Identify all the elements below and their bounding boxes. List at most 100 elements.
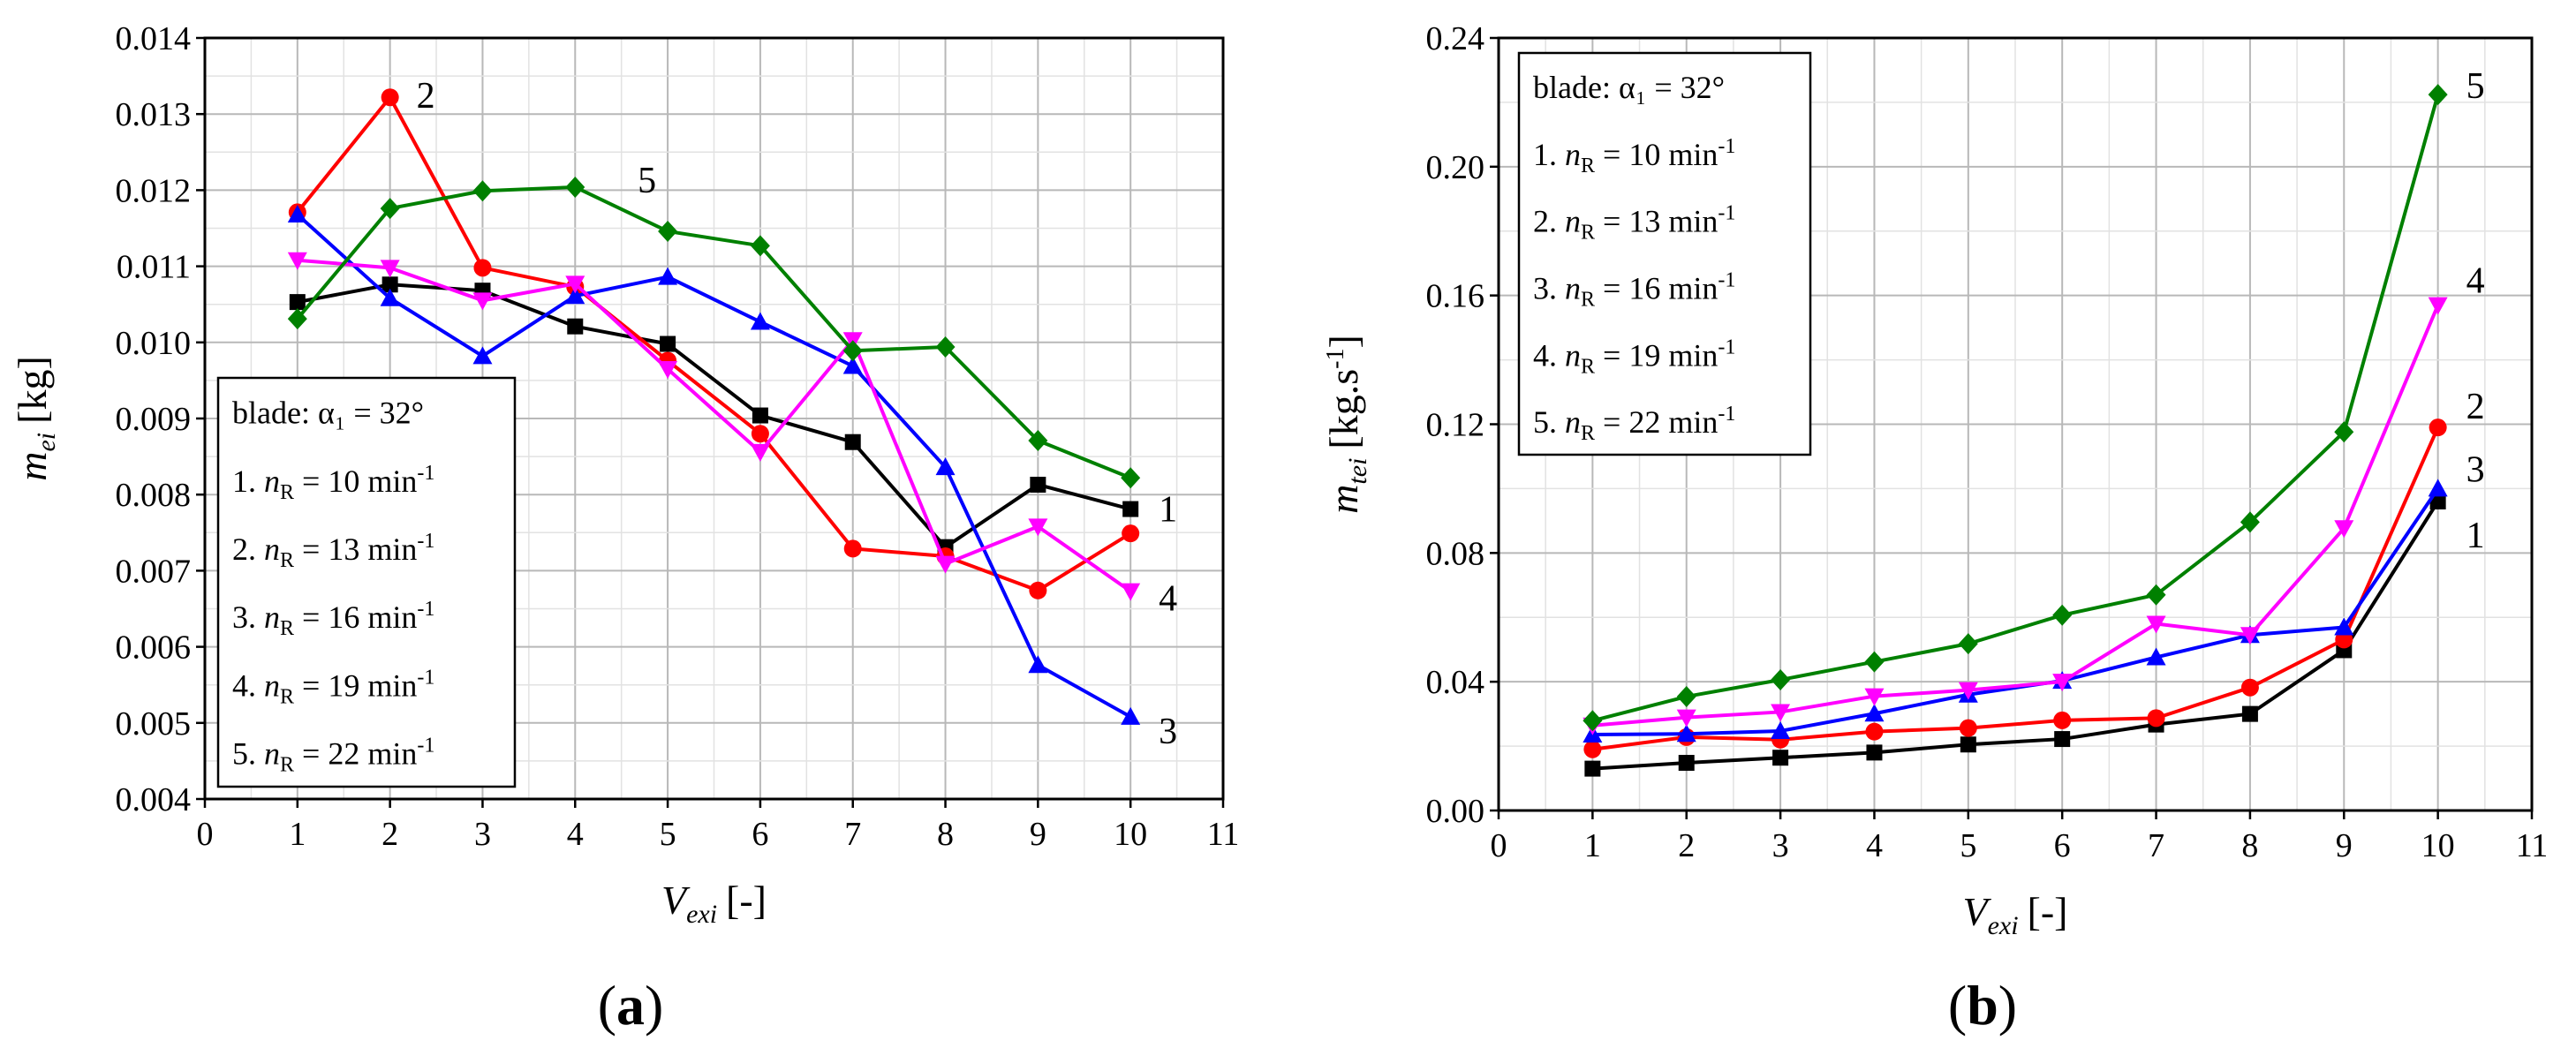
data-point-series-1 — [660, 335, 676, 352]
data-point-series-2 — [381, 88, 399, 107]
y-tick-label: 0.00 — [1426, 793, 1485, 830]
x-tick-label: 10 — [1114, 816, 1147, 853]
data-point-series-5 — [2146, 584, 2166, 606]
x-tick-label: 2 — [381, 816, 398, 853]
data-point-series-5 — [287, 308, 307, 330]
series-line-2 — [296, 95, 1132, 592]
series-end-label-1: 1 — [1159, 490, 1177, 531]
legend-entry-5: 5. nR = 22 min-1 — [1533, 403, 1735, 445]
data-point-series-5 — [935, 335, 956, 358]
data-point-series-3 — [380, 288, 400, 306]
series-end-label-3: 3 — [1159, 712, 1177, 752]
x-axis-label: Vexi [-] — [661, 878, 767, 929]
y-tick-label: 0.013 — [116, 96, 192, 133]
x-tick-label: 0 — [1491, 827, 1507, 864]
x-tick-label: 1 — [1584, 827, 1601, 864]
x-tick-label: 8 — [937, 816, 954, 853]
data-point-series-1 — [1030, 476, 1046, 493]
x-tick-label: 11 — [1207, 816, 1240, 853]
legend-entry-3: 3. nR = 16 min-1 — [232, 598, 434, 640]
y-tick-label: 0.004 — [116, 781, 192, 818]
series-line-5 — [296, 185, 1131, 480]
y-axis-label: mei[kg] — [10, 356, 61, 481]
data-point-series-2 — [2240, 678, 2259, 697]
data-point-series-5 — [1864, 651, 1885, 673]
data-point-series-3 — [750, 312, 770, 330]
panel-a-label: (a) — [598, 974, 664, 1037]
data-point-series-4 — [2240, 627, 2260, 645]
data-point-series-2 — [1959, 719, 1977, 737]
chart-panel-b: 0 1 2 3 4 5 6 7 8 9 10 11 0.00 0.04 0.08 0.12 0.16 0.20 0.… — [1321, 20, 2548, 940]
data-point-series-2 — [2053, 711, 2072, 729]
x-tick-label: 3 — [1772, 827, 1789, 864]
panel-b-label: (b) — [1948, 974, 2017, 1037]
legend-box — [216, 376, 517, 788]
data-point-series-5 — [842, 340, 863, 362]
data-point-series-4 — [1771, 704, 1791, 722]
legend-entry-1: 1. nR = 10 min-1 — [1533, 135, 1735, 177]
data-point-series-5 — [750, 235, 770, 257]
data-point-series-5 — [2428, 84, 2448, 106]
legend-entry-2: 2. nR = 13 min-1 — [232, 530, 434, 572]
data-point-series-2 — [1029, 581, 1047, 599]
data-point-series-2 — [2147, 709, 2165, 728]
data-point-series-3 — [2428, 479, 2448, 497]
data-point-series-2 — [473, 259, 492, 277]
data-point-series-3 — [287, 204, 307, 222]
legend-box — [1517, 51, 1812, 456]
data-point-series-4 — [565, 275, 585, 294]
x-tick-label: 4 — [567, 816, 584, 853]
y-tick-label: 0.007 — [116, 553, 192, 590]
data-point-series-1 — [1584, 760, 1601, 777]
data-point-series-5 — [1028, 429, 1048, 451]
y-tick-label: 0.009 — [116, 401, 192, 438]
data-point-series-4 — [380, 260, 400, 278]
series-end-label-2: 2 — [2466, 387, 2485, 427]
data-point-series-4 — [2428, 297, 2448, 315]
x-tick-label: 9 — [1030, 816, 1046, 853]
data-point-series-3 — [2334, 617, 2354, 636]
data-point-series-4 — [472, 292, 493, 311]
y-tick-label: 0.12 — [1426, 407, 1485, 444]
data-point-series-2 — [751, 425, 769, 443]
data-point-series-3 — [1028, 655, 1048, 674]
series-end-label-5: 5 — [2466, 66, 2485, 107]
series-line-5 — [1591, 94, 2440, 723]
data-point-series-3 — [2146, 647, 2166, 666]
x-tick-label: 3 — [474, 816, 491, 853]
y-axis-label: mtei[kg.s-1] — [1321, 335, 1372, 514]
legend-entry-3: 3. nR = 16 min-1 — [1533, 268, 1735, 311]
data-point-series-5 — [380, 198, 400, 220]
series-line-1 — [297, 283, 1131, 549]
data-point-series-3 — [842, 356, 863, 374]
data-point-series-2 — [2429, 418, 2447, 437]
x-tick-label: 8 — [2241, 827, 2258, 864]
data-point-series-3 — [472, 346, 493, 365]
data-point-series-4 — [2334, 520, 2354, 539]
data-point-series-1 — [2241, 705, 2258, 722]
x-tick-label: 0 — [197, 816, 214, 853]
data-point-series-5 — [1121, 467, 1141, 489]
series-line-4 — [297, 258, 1132, 593]
legend-title: blade: α₁ = 32° — [232, 396, 424, 431]
data-point-series-5 — [2334, 421, 2354, 443]
data-point-series-4 — [1121, 583, 1141, 601]
y-tick-label: 0.24 — [1426, 20, 1485, 57]
series-end-label-5: 5 — [638, 161, 656, 201]
data-point-series-5 — [1958, 633, 1978, 655]
y-tick-label: 0.04 — [1426, 664, 1485, 701]
data-point-series-4 — [750, 443, 770, 462]
data-point-series-1 — [1772, 750, 1789, 766]
series-line-1 — [1592, 500, 2440, 771]
x-tick-label: 11 — [2516, 827, 2549, 864]
series-end-label-1: 1 — [2466, 516, 2485, 556]
x-tick-label: 2 — [1678, 827, 1695, 864]
data-point-series-3 — [1121, 706, 1141, 725]
y-tick-label: 0.006 — [116, 630, 192, 667]
x-axis-label: Vexi [-] — [1962, 889, 2067, 940]
x-tick-label: 9 — [2336, 827, 2353, 864]
data-point-series-1 — [1866, 744, 1883, 761]
x-tick-label: 7 — [2148, 827, 2164, 864]
legend-entry-1: 1. nR = 10 min-1 — [232, 462, 434, 504]
